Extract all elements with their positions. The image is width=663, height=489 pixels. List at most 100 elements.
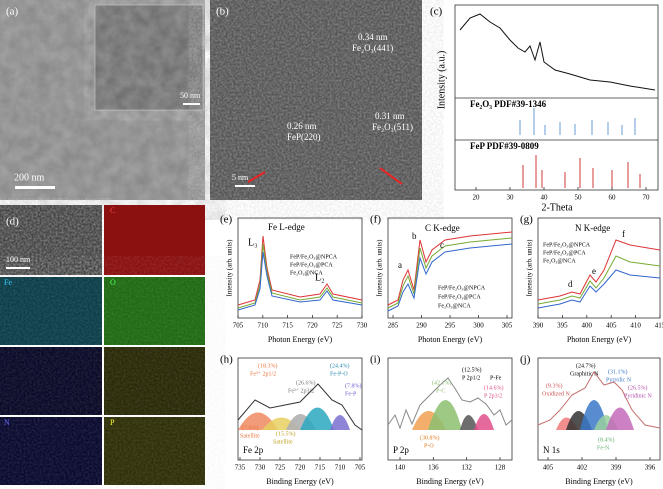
x-tick-label: 285 <box>388 322 399 330</box>
peak-label: L₃ <box>248 237 258 248</box>
legend-entry: FeP/Fe₂O₃@PCA <box>290 262 333 268</box>
peak-label: e <box>592 266 596 276</box>
panel-d: (d) 100 nm C Fe O N P <box>0 205 205 485</box>
peak-label: (8.4%) <box>598 436 615 443</box>
x-tick-label: 705 <box>355 464 366 472</box>
peak-label: Satellite <box>273 439 293 445</box>
x-tick-label: 295 <box>445 322 456 330</box>
peak-label: (30.8%) <box>420 434 440 441</box>
x-axis-label: Binding Energy (eV) <box>416 477 484 486</box>
x-tick-label: 30 <box>507 194 515 202</box>
panel-j: (j) N 1s (24.7%) Graphitic N (9.3%) Oxid… <box>520 354 661 486</box>
x-tick-label: 402 <box>577 464 588 472</box>
x-tick-label: 390 <box>533 322 544 330</box>
panel-label: (i) <box>370 354 381 366</box>
scale-bar: 5 nm <box>232 173 249 182</box>
peak-label: (15.5%) <box>276 430 296 437</box>
x-tick-label: 396 <box>645 464 656 472</box>
peak-label: Pyrrolic N <box>606 377 632 383</box>
panel-e: (e) Fe L-edge L₃ L₂ FeP/Fe₂O₃@NPCA FeP/F… <box>220 214 363 344</box>
annotation: FeP(220) <box>287 132 321 142</box>
map-label: O <box>110 278 116 287</box>
x-tick-label: 410 <box>630 322 641 330</box>
peak-label: P-C <box>436 388 445 394</box>
peak-label: P 2p1/2 <box>462 375 480 381</box>
x-tick-label: 715 <box>315 464 326 472</box>
legend-entry: FeP/Fe₂O₃@NPCA <box>543 242 591 248</box>
x-tick-label: 290 <box>416 322 427 330</box>
title: C K-edge <box>425 223 460 233</box>
legend-entry: Fe₂O₃@NCA <box>543 258 576 264</box>
peak-label: L₂ <box>315 272 325 283</box>
x-tick-label: 300 <box>473 322 484 330</box>
panel-label: (d) <box>6 216 19 228</box>
inset-scale-bar: 50 nm <box>180 91 201 100</box>
x-tick-label: 50 <box>575 194 583 202</box>
peak-label: Fe-P-O <box>330 371 348 377</box>
x-tick-label: 735 <box>235 464 246 472</box>
peak-label: Fe-P <box>345 391 357 397</box>
panel-label: (g) <box>520 214 533 226</box>
peak-label: a <box>398 260 402 270</box>
panel-f: (f) C K-edge a b c FeP/Fe₂O₃@NPCA FeP/Fe… <box>370 214 513 344</box>
annotation: 0.34 nm <box>358 32 388 42</box>
panel-g: (g) N K-edge d e f FeP/Fe₂O₃@NPCA FeP/Fe… <box>520 214 661 344</box>
peak-label: (31.1%) <box>608 368 628 375</box>
scale-bar: 100 nm <box>6 255 31 264</box>
map-label: C <box>110 206 115 215</box>
map-label: Fe <box>4 278 12 287</box>
peak-label: Pyridinic N <box>624 393 652 399</box>
title: Fe 2p <box>243 445 264 455</box>
peak-label: Satellite <box>240 433 260 439</box>
x-tick-label: 720 <box>307 322 318 330</box>
peak-label: (7.8%) <box>345 382 362 389</box>
peak-label: (9.3%) <box>546 382 563 389</box>
annotation: 0.26 nm <box>287 121 317 131</box>
panel-label: (h) <box>220 354 233 366</box>
x-tick-label: 720 <box>295 464 306 472</box>
y-axis-label: Intensity (arb. units) <box>376 239 384 297</box>
x-tick-label: 60 <box>609 194 617 202</box>
x-axis-label: Photon Energy (eV) <box>418 335 483 344</box>
y-axis-label: Intensity (arb. units) <box>226 239 234 297</box>
peak-label: f <box>622 229 625 239</box>
peak-label: (24.4%) <box>330 362 350 369</box>
reference: FeP PDF#39-0809 <box>470 141 539 151</box>
panel-label: (c) <box>430 6 443 18</box>
peak-label: (7.6%) <box>242 424 259 431</box>
x-tick-label: 20 <box>473 194 481 202</box>
panel-label: (j) <box>520 354 531 366</box>
peak-label: (18.3%) <box>258 362 278 369</box>
x-tick-label: 715 <box>282 322 293 330</box>
panel-label: (b) <box>216 6 229 18</box>
reference: Fe₂O₃ PDF#39-1346 <box>470 99 547 109</box>
peak-label: Graphitic N <box>570 371 599 377</box>
x-tick-label: 128 <box>495 464 506 472</box>
panel-c: (c) Intensity (a.u.) Fe₂O₃ PDF#39-1346 F… <box>430 4 659 213</box>
x-tick-label: 415 <box>655 322 663 330</box>
peak-label: (12.5%) <box>462 366 482 373</box>
map-label: N <box>4 418 10 427</box>
x-tick-label: 305 <box>502 322 513 330</box>
x-tick-label: 136 <box>428 464 439 472</box>
peak-label: Fe²⁺ 2p3/2 <box>288 387 314 394</box>
peak-label: Fe³⁺ 2p1/2 <box>250 370 276 377</box>
legend-entry: Fe₂O₃@NCA <box>290 270 323 276</box>
x-tick-label: 405 <box>543 464 554 472</box>
peak-label: d <box>568 279 573 289</box>
title: Fe L-edge <box>268 222 305 232</box>
x-tick-label: 140 <box>395 464 406 472</box>
panel-h: (h) Fe 2p (18.3%) Fe³⁺ 2p1/2 (26.6%) Fe²… <box>220 354 363 486</box>
peak-label: (26.6%) <box>296 379 316 386</box>
x-axis-label: 2-Theta <box>541 202 573 213</box>
panel-label: (f) <box>370 214 381 226</box>
x-axis-label: Photon Energy (eV) <box>268 335 333 344</box>
peak-label: (24.7%) <box>576 362 596 369</box>
title: N K-edge <box>575 223 610 233</box>
peak-label: Oxidized N <box>542 391 570 397</box>
peak-label: P-O <box>424 443 434 449</box>
panel-label: (e) <box>220 214 233 226</box>
y-axis-label: Intensity (arb. units) <box>526 239 534 297</box>
x-tick-label: 70 <box>643 194 651 202</box>
